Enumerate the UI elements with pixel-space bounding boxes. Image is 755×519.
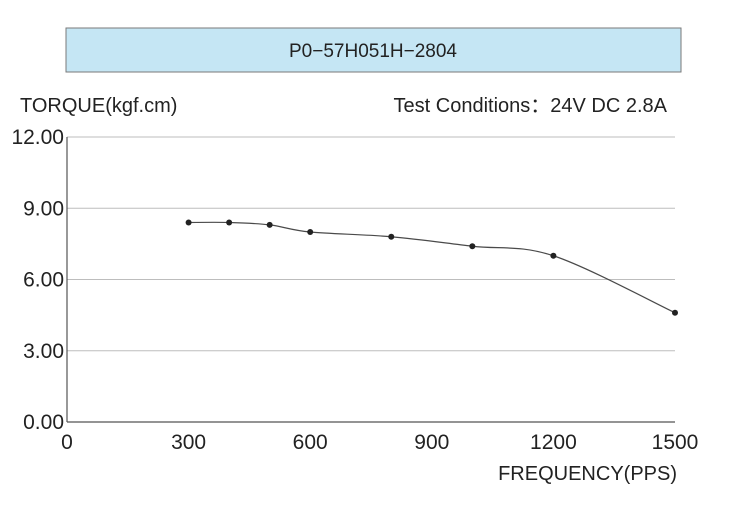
series-line (188, 221, 676, 314)
x-tick-label: 1500 (652, 431, 699, 454)
x-tick-label: 1200 (530, 431, 577, 454)
x-axis-label: FREQUENCY(PPS) (498, 463, 677, 485)
x-tick-labels: 0 300 600 900 1200 1500 (61, 431, 698, 454)
data-point (388, 233, 395, 240)
title-box (65, 27, 682, 73)
grid-lines (67, 136, 675, 352)
chart-title: P0−57H051H−2804 (289, 41, 457, 62)
data-point (672, 309, 678, 316)
x-tick-label: 900 (414, 431, 449, 454)
axes (66, 137, 675, 423)
y-tick-label: 12.00 (11, 126, 64, 149)
x-tick-label: 600 (293, 431, 328, 454)
y-tick-label: 3.00 (23, 340, 64, 363)
data-series (185, 219, 678, 316)
data-point (307, 229, 314, 235)
data-point (226, 219, 233, 226)
data-point (469, 243, 476, 250)
data-point (266, 221, 273, 228)
y-axis-label: TORQUE(kgf.cm) (20, 95, 177, 117)
data-point (550, 252, 557, 259)
x-tick-label: 0 (61, 431, 73, 454)
y-tick-labels: 0.00 3.00 6.00 9.00 12.00 (11, 126, 64, 434)
test-conditions-annotation: Test Conditions：24V DC 2.8A (394, 95, 668, 117)
x-tick-label: 300 (171, 431, 206, 454)
y-tick-label: 0.00 (23, 411, 64, 434)
y-tick-label: 9.00 (23, 197, 64, 220)
data-point (185, 219, 192, 226)
y-tick-label: 6.00 (23, 269, 64, 292)
